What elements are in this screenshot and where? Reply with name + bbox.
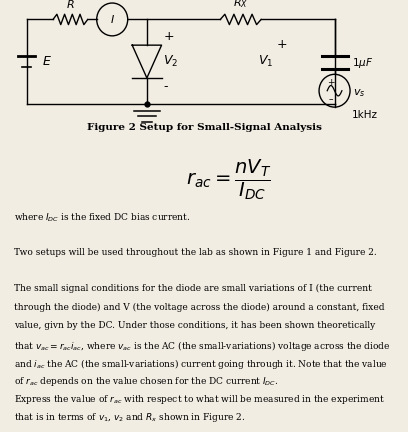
Text: $R_X$: $R_X$	[233, 0, 248, 10]
Text: that is in terms of $v_1$, $v_2$ and $R_x$ shown in Figure 2.: that is in terms of $v_1$, $v_2$ and $R_…	[14, 411, 246, 424]
Text: Two setups will be used throughout the lab as shown in Figure 1 and Figure 2.: Two setups will be used throughout the l…	[14, 248, 377, 257]
Text: The small signal conditions for the diode are small variations of I (the current: The small signal conditions for the diod…	[14, 284, 372, 293]
Text: $V_2$: $V_2$	[163, 54, 178, 69]
Text: $E$: $E$	[42, 55, 52, 68]
Text: that $v_{ac}=r_{ac}i_{ac}$, where $v_{ac}$ is the AC (the small-variations) volt: that $v_{ac}=r_{ac}i_{ac}$, where $v_{ac…	[14, 339, 391, 353]
Text: -: -	[163, 80, 168, 93]
Text: Express the value of $r_{ac}$ with respect to what will be measured in the exper: Express the value of $r_{ac}$ with respe…	[14, 393, 385, 406]
Text: $R$: $R$	[66, 0, 75, 10]
Text: +: +	[276, 38, 287, 51]
Text: +: +	[163, 30, 174, 43]
Text: value, givn by the DC. Under those conditions, it has been shown theoretically: value, givn by the DC. Under those condi…	[14, 321, 375, 330]
Text: and $i_{ac}$ the AC (the small-variations) current going through it. Note that t: and $i_{ac}$ the AC (the small-variation…	[14, 357, 388, 371]
Text: –: –	[329, 95, 334, 104]
Text: $V_1$: $V_1$	[258, 54, 273, 69]
Text: $v_s$: $v_s$	[353, 87, 366, 99]
Text: where $I_{DC}$ is the fixed DC bias current.: where $I_{DC}$ is the fixed DC bias curr…	[14, 212, 191, 224]
Text: Figure 2 Setup for Small-Signal Analysis: Figure 2 Setup for Small-Signal Analysis	[86, 123, 322, 132]
Text: through the diode) and V (the voltage across the diode) around a constant, fixed: through the diode) and V (the voltage ac…	[14, 302, 385, 311]
Text: $r_{ac} = \dfrac{nV_T}{I_{DC}}$: $r_{ac} = \dfrac{nV_T}{I_{DC}}$	[186, 158, 271, 202]
Text: $I$: $I$	[110, 13, 115, 25]
Text: of $r_{ac}$ depends on the value chosen for the DC current $I_{DC}$.: of $r_{ac}$ depends on the value chosen …	[14, 375, 279, 388]
Text: 1kHz: 1kHz	[352, 110, 378, 120]
Text: $1\mu F$: $1\mu F$	[352, 56, 373, 70]
Text: +: +	[328, 78, 335, 86]
